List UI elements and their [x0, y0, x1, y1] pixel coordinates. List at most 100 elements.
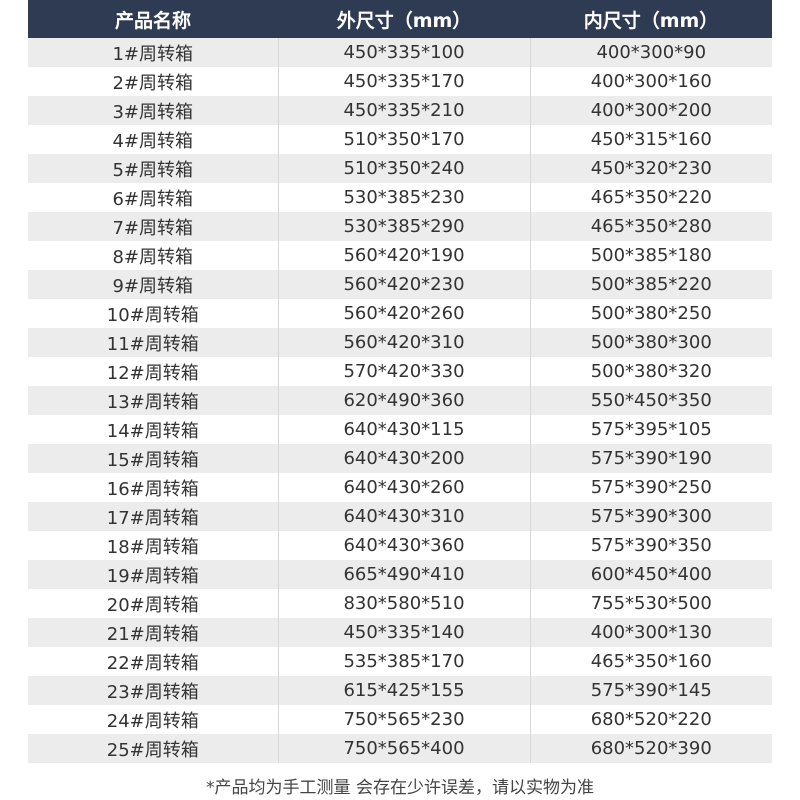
table-row: 15#周转箱 640*430*200 575*390*190 — [28, 444, 772, 473]
table-cell: 575*390*145 — [530, 676, 772, 705]
table-row: 10#周转箱 560*420*260 500*380*250 — [28, 299, 772, 328]
size-table: 产品名称 外尺寸（mm） 内尺寸（mm） 1#周转箱 450*335*100 400*3… — [28, 0, 772, 763]
table-cell: 600*450*400 — [530, 560, 772, 589]
table-cell: 18#周转箱 — [28, 531, 279, 560]
table-cell: 575*390*250 — [530, 473, 772, 502]
table-row: 23#周转箱 615*425*155 575*390*145 — [28, 676, 772, 705]
table-cell: 11#周转箱 — [28, 328, 279, 357]
table-cell: 640*430*260 — [278, 473, 531, 502]
table-cell: 9#周转箱 — [28, 270, 279, 299]
table-row: 5#周转箱 510*350*240 450*320*230 — [28, 154, 772, 183]
table-cell: 750*565*230 — [278, 705, 531, 734]
table-row: 21#周转箱 450*335*140 400*300*130 — [28, 618, 772, 647]
table-row: 14#周转箱 640*430*115 575*395*105 — [28, 415, 772, 444]
table-cell: 535*385*170 — [278, 647, 531, 676]
table-cell: 560*420*190 — [278, 241, 531, 270]
table-cell: 680*520*220 — [530, 705, 772, 734]
footnote: *产品均为手工测量 会存在少许误差，请以实物为准 — [206, 778, 594, 798]
header-cell: 内尺寸（mm） — [530, 0, 772, 38]
table-row: 11#周转箱 560*420*310 500*380*300 — [28, 328, 772, 357]
table-cell: 510*350*240 — [278, 154, 531, 183]
header-row: 产品名称 外尺寸（mm） 内尺寸（mm） — [28, 0, 772, 38]
header-cell: 外尺寸（mm） — [278, 0, 530, 38]
table-cell: 575*390*190 — [530, 444, 772, 473]
table-row: 4#周转箱 510*350*170 450*315*160 — [28, 125, 772, 154]
table-cell: 530*385*230 — [278, 183, 531, 212]
header-cell: 产品名称 — [28, 0, 278, 38]
table-cell: 8#周转箱 — [28, 241, 279, 270]
table-cell: 615*425*155 — [278, 676, 531, 705]
table-cell: 3#周转箱 — [28, 96, 279, 125]
table-cell: 14#周转箱 — [28, 415, 279, 444]
table-cell: 640*430*115 — [278, 415, 531, 444]
table-cell: 465*350*220 — [530, 183, 772, 212]
table-cell: 450*315*160 — [530, 125, 772, 154]
table-cell: 15#周转箱 — [28, 444, 279, 473]
table-cell: 500*385*180 — [530, 241, 772, 270]
table-cell: 640*430*360 — [278, 531, 531, 560]
table-cell: 830*580*510 — [278, 589, 531, 618]
table-cell: 22#周转箱 — [28, 647, 279, 676]
table-cell: 500*380*320 — [530, 357, 772, 386]
table-row: 6#周转箱 530*385*230 465*350*220 — [28, 183, 772, 212]
table-cell: 560*420*310 — [278, 328, 531, 357]
table-cell: 640*430*200 — [278, 444, 531, 473]
table-row: 2#周转箱 450*335*170 400*300*160 — [28, 67, 772, 96]
table-cell: 620*490*360 — [278, 386, 531, 415]
table-cell: 23#周转箱 — [28, 676, 279, 705]
table-row: 22#周转箱 535*385*170 465*350*160 — [28, 647, 772, 676]
table-cell: 4#周转箱 — [28, 125, 279, 154]
table-cell: 400*300*160 — [530, 67, 772, 96]
table-row: 18#周转箱 640*430*360 575*390*350 — [28, 531, 772, 560]
table-row: 24#周转箱 750*565*230 680*520*220 — [28, 705, 772, 734]
table-cell: 450*320*230 — [530, 154, 772, 183]
table-cell: 665*490*410 — [278, 560, 531, 589]
table-cell: 640*430*310 — [278, 502, 531, 531]
table-cell: 7#周转箱 — [28, 212, 279, 241]
table-cell: 5#周转箱 — [28, 154, 279, 183]
table-cell: 450*335*210 — [278, 96, 531, 125]
table-cell: 400*300*200 — [530, 96, 772, 125]
table-cell: 755*530*500 — [530, 589, 772, 618]
table-row: 8#周转箱 560*420*190 500*385*180 — [28, 241, 772, 270]
table-row: 25#周转箱 750*565*400 680*520*390 — [28, 734, 772, 763]
table-cell: 575*390*350 — [530, 531, 772, 560]
table-cell: 1#周转箱 — [28, 38, 279, 67]
table-cell: 530*385*290 — [278, 212, 531, 241]
table-cell: 560*420*260 — [278, 299, 531, 328]
table-row: 19#周转箱 665*490*410 600*450*400 — [28, 560, 772, 589]
table-cell: 19#周转箱 — [28, 560, 279, 589]
table-cell: 510*350*170 — [278, 125, 531, 154]
table-cell: 24#周转箱 — [28, 705, 279, 734]
table-cell: 13#周转箱 — [28, 386, 279, 415]
table-cell: 20#周转箱 — [28, 589, 279, 618]
table-cell: 12#周转箱 — [28, 357, 279, 386]
table-row: 20#周转箱 830*580*510 755*530*500 — [28, 589, 772, 618]
table-cell: 680*520*390 — [530, 734, 772, 763]
table-cell: 16#周转箱 — [28, 473, 279, 502]
table-row: 3#周转箱 450*335*210 400*300*200 — [28, 96, 772, 125]
table-row: 12#周转箱 570*420*330 500*380*320 — [28, 357, 772, 386]
table-row: 9#周转箱 560*420*230 500*385*220 — [28, 270, 772, 299]
table-cell: 500*380*250 — [530, 299, 772, 328]
table-cell: 465*350*280 — [530, 212, 772, 241]
table-cell: 465*350*160 — [530, 647, 772, 676]
table-cell: 550*450*350 — [530, 386, 772, 415]
table-cell: 6#周转箱 — [28, 183, 279, 212]
table-cell: 17#周转箱 — [28, 502, 279, 531]
table-cell: 560*420*230 — [278, 270, 531, 299]
table-row: 1#周转箱 450*335*100 400*300*90 — [28, 38, 772, 67]
table-cell: 575*390*300 — [530, 502, 772, 531]
table-row: 7#周转箱 530*385*290 465*350*280 — [28, 212, 772, 241]
table-cell: 570*420*330 — [278, 357, 531, 386]
table-cell: 450*335*100 — [278, 38, 531, 67]
table-row: 13#周转箱 620*490*360 550*450*350 — [28, 386, 772, 415]
table-cell: 400*300*90 — [530, 38, 772, 67]
table-cell: 500*380*300 — [530, 328, 772, 357]
table-cell: 10#周转箱 — [28, 299, 279, 328]
table-cell: 21#周转箱 — [28, 618, 279, 647]
table-cell: 25#周转箱 — [28, 734, 279, 763]
table-cell: 400*300*130 — [530, 618, 772, 647]
table-cell: 450*335*170 — [278, 67, 531, 96]
